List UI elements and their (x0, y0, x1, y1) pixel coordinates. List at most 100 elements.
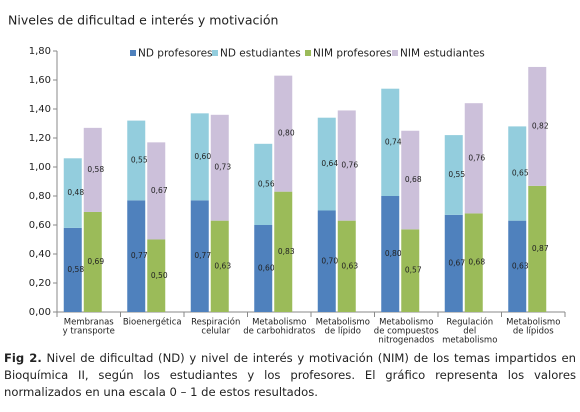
x-tick-label: de lípidos (513, 327, 554, 337)
x-tick-label: Regulación (446, 317, 493, 328)
bar-segment (464, 103, 483, 214)
bar-segment (274, 75, 293, 192)
bar-segment (274, 191, 293, 312)
x-tick-label: Metabolismo (252, 318, 306, 328)
value-label: 0,50 (151, 271, 168, 280)
bar-segment (401, 229, 420, 312)
y-tick-label: 1,00 (29, 162, 51, 173)
bar-segment (508, 126, 527, 221)
bar-segment (127, 120, 146, 201)
legend-label: NIM profesores (313, 48, 392, 60)
x-tick-label: celular (201, 327, 230, 337)
bar-segment (444, 135, 463, 215)
x-tick-label: y transporte (63, 327, 115, 337)
bar-segment (83, 127, 102, 212)
value-label: 0,68 (468, 258, 485, 267)
bar-segment (528, 185, 547, 312)
bar-segment (381, 196, 400, 312)
y-tick-label: 1,40 (29, 104, 51, 115)
caption-label: Fig 2. (4, 351, 42, 365)
x-tick-label: de lípido (325, 327, 361, 337)
x-tick-label: Respiración (191, 317, 240, 328)
bar-segment (254, 143, 273, 225)
x-tick-label: Metabolismo (316, 318, 370, 328)
value-label: 0,63 (512, 261, 529, 270)
bar-segment (147, 239, 166, 312)
bar-segment (63, 158, 82, 228)
value-label: 0,55 (131, 155, 148, 164)
y-tick-label: 1,60 (29, 75, 51, 86)
value-label: 0,70 (321, 256, 338, 265)
value-label: 0,76 (468, 153, 485, 162)
value-label: 0,63 (214, 261, 231, 270)
bar-segment (190, 200, 209, 312)
legend-swatch (212, 50, 218, 56)
value-label: 0,87 (532, 244, 549, 253)
x-tick-label: de carbohidratos (243, 327, 316, 337)
chart: Niveles de dificultad e interés y motiva… (8, 13, 566, 346)
value-label: 0,67 (448, 258, 465, 267)
y-tick-label: 1,20 (29, 133, 51, 144)
bar-segment (190, 113, 209, 201)
value-label: 0,58 (87, 165, 104, 174)
value-label: 0,64 (321, 159, 338, 168)
value-label: 0,57 (405, 266, 422, 275)
x-tick-label: Membranas (64, 318, 115, 328)
bar-segment (401, 130, 420, 230)
y-tick-label: 0,00 (29, 307, 51, 318)
value-label: 0,55 (448, 170, 465, 179)
x-tick-label: del (463, 327, 476, 337)
x-tick-label: Metabolismo (506, 318, 560, 328)
value-label: 0,69 (87, 257, 104, 266)
value-label: 0,68 (405, 175, 422, 184)
legend-swatch (392, 50, 398, 56)
value-label: 0,56 (258, 179, 275, 188)
value-label: 0,80 (278, 129, 295, 138)
y-tick-label: 0,60 (29, 220, 51, 231)
bar-segment (147, 142, 166, 240)
bar-segment (508, 220, 527, 312)
value-label: 0,82 (532, 121, 549, 130)
x-tick-label: de compuestos (374, 327, 439, 337)
y-tick-label: 0,40 (29, 249, 51, 260)
bar-segment (381, 88, 400, 196)
bar-segment (210, 114, 229, 221)
bar-segment (254, 225, 273, 312)
value-label: 0,76 (341, 161, 358, 170)
value-label: 0,58 (67, 265, 84, 274)
legend-label: ND estudiantes (220, 48, 301, 60)
bar-segment (63, 227, 82, 312)
y-tick-label: 0,20 (29, 278, 51, 289)
value-label: 0,77 (131, 251, 148, 260)
x-tick-label: Bioenergética (123, 317, 182, 328)
legend-label: NIM estudiantes (400, 48, 485, 60)
value-label: 0,65 (512, 169, 529, 178)
value-label: 0,60 (194, 152, 211, 161)
bar-segment (444, 214, 463, 312)
value-label: 0,83 (278, 247, 295, 256)
bar-segment (210, 220, 229, 312)
bar-segment (317, 210, 336, 312)
bar-segment (337, 110, 356, 221)
value-label: 0,77 (194, 251, 211, 260)
value-label: 0,74 (385, 137, 402, 146)
bar-segment (464, 213, 483, 312)
x-tick-label: Metabolismo (379, 318, 433, 328)
x-tick-label: nitrogenados (378, 336, 434, 346)
y-tick-label: 1,80 (29, 46, 51, 57)
x-tick-label: metabolismo (442, 336, 497, 346)
value-label: 0,67 (151, 186, 168, 195)
legend-swatch (305, 50, 311, 56)
value-label: 0,48 (67, 188, 84, 197)
value-label: 0,80 (385, 249, 402, 258)
chart-title: Niveles de dificultad e interés y motiva… (8, 13, 278, 28)
value-label: 0,60 (258, 264, 275, 273)
y-tick-label: 0,80 (29, 191, 51, 202)
value-label: 0,63 (341, 261, 358, 270)
bar-segment (528, 66, 547, 186)
bar-segment (337, 220, 356, 312)
caption: Fig 2. Nivel de dificultad (ND) y nivel … (4, 350, 576, 401)
bar-segment (127, 200, 146, 312)
caption-text: Nivel de dificultad (ND) y nivel de inte… (4, 351, 576, 399)
